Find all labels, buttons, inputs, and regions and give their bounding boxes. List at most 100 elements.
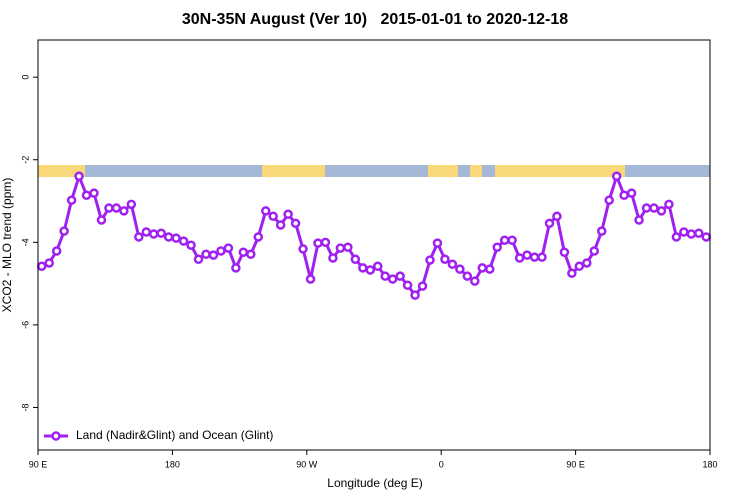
point	[596, 226, 607, 236]
x-axis-label: Longitude (deg E)	[327, 476, 422, 490]
point	[141, 227, 152, 237]
y-tick-label: -6	[20, 321, 30, 329]
point	[477, 263, 488, 273]
point	[499, 235, 510, 246]
y-tick-label: -2	[20, 156, 30, 164]
point	[51, 246, 62, 256]
point	[686, 229, 697, 239]
point	[343, 242, 353, 253]
chart-title: 30N-35N August (Ver 10) 2015-01-01 to 20…	[182, 11, 568, 28]
point	[611, 171, 622, 182]
point	[126, 199, 137, 210]
point	[544, 218, 555, 229]
point	[552, 211, 562, 222]
point	[604, 195, 614, 205]
point	[671, 232, 682, 242]
point	[81, 190, 92, 200]
point	[582, 258, 592, 268]
point	[335, 243, 346, 253]
point	[574, 261, 585, 272]
point	[290, 218, 301, 229]
point	[238, 247, 249, 257]
point	[410, 290, 420, 300]
point	[223, 243, 234, 253]
point	[283, 209, 293, 219]
point	[163, 232, 174, 242]
point	[66, 195, 77, 205]
x-tick-label: 90 W	[296, 459, 318, 469]
point	[462, 271, 473, 281]
point	[589, 246, 600, 256]
point	[641, 203, 652, 213]
point	[328, 253, 338, 263]
point	[656, 206, 667, 216]
point	[440, 254, 450, 264]
surface-band	[38, 165, 710, 177]
point	[156, 228, 166, 238]
point	[514, 253, 525, 263]
legend-label: Land (Nadir&Glint) and Ocean (Glint)	[76, 428, 273, 442]
y-tick-label: 0	[20, 75, 30, 80]
point	[559, 247, 570, 257]
point	[320, 237, 331, 248]
point	[134, 232, 144, 242]
land-band	[262, 165, 325, 177]
point	[619, 190, 629, 200]
point	[350, 254, 361, 264]
point	[358, 263, 368, 273]
point	[74, 171, 84, 182]
point	[268, 211, 278, 222]
point	[529, 252, 540, 262]
x-tick-label: 90 E	[29, 459, 48, 469]
point	[96, 215, 107, 225]
point	[380, 271, 390, 281]
land-band	[470, 165, 482, 177]
point	[365, 265, 376, 275]
point	[186, 240, 196, 250]
point	[432, 238, 443, 248]
point	[447, 259, 458, 269]
point	[246, 249, 256, 260]
x-tick-label: 90 E	[566, 459, 585, 469]
land-band	[495, 165, 625, 177]
point	[231, 263, 241, 273]
point	[387, 274, 398, 284]
point	[298, 244, 308, 254]
point	[89, 188, 99, 198]
point	[253, 232, 264, 242]
point	[537, 252, 547, 262]
plot-area	[36, 171, 712, 300]
point	[417, 281, 428, 291]
point	[216, 246, 226, 256]
point	[484, 264, 495, 274]
point	[402, 280, 413, 291]
y-axis-label: XCO2 - MLO trend (ppm)	[0, 178, 14, 313]
point	[395, 271, 405, 281]
x-tick-label: 0	[439, 459, 444, 469]
point	[36, 261, 47, 272]
point	[492, 242, 502, 253]
point	[59, 226, 69, 236]
point	[626, 188, 637, 198]
point	[649, 203, 659, 213]
point	[694, 228, 704, 238]
point	[148, 229, 159, 239]
point	[522, 250, 532, 260]
point	[305, 274, 316, 284]
land-band	[38, 165, 85, 177]
point	[178, 236, 189, 246]
point	[119, 206, 129, 216]
point	[634, 215, 644, 225]
point	[455, 264, 465, 274]
point	[507, 235, 517, 246]
point	[111, 203, 122, 213]
point	[104, 203, 114, 213]
plot-frame	[37, 39, 711, 451]
point	[193, 254, 204, 264]
y-tick-label: -8	[20, 403, 30, 411]
legend-marker	[51, 431, 61, 441]
point	[171, 233, 181, 243]
point	[470, 276, 480, 286]
point	[425, 255, 435, 265]
